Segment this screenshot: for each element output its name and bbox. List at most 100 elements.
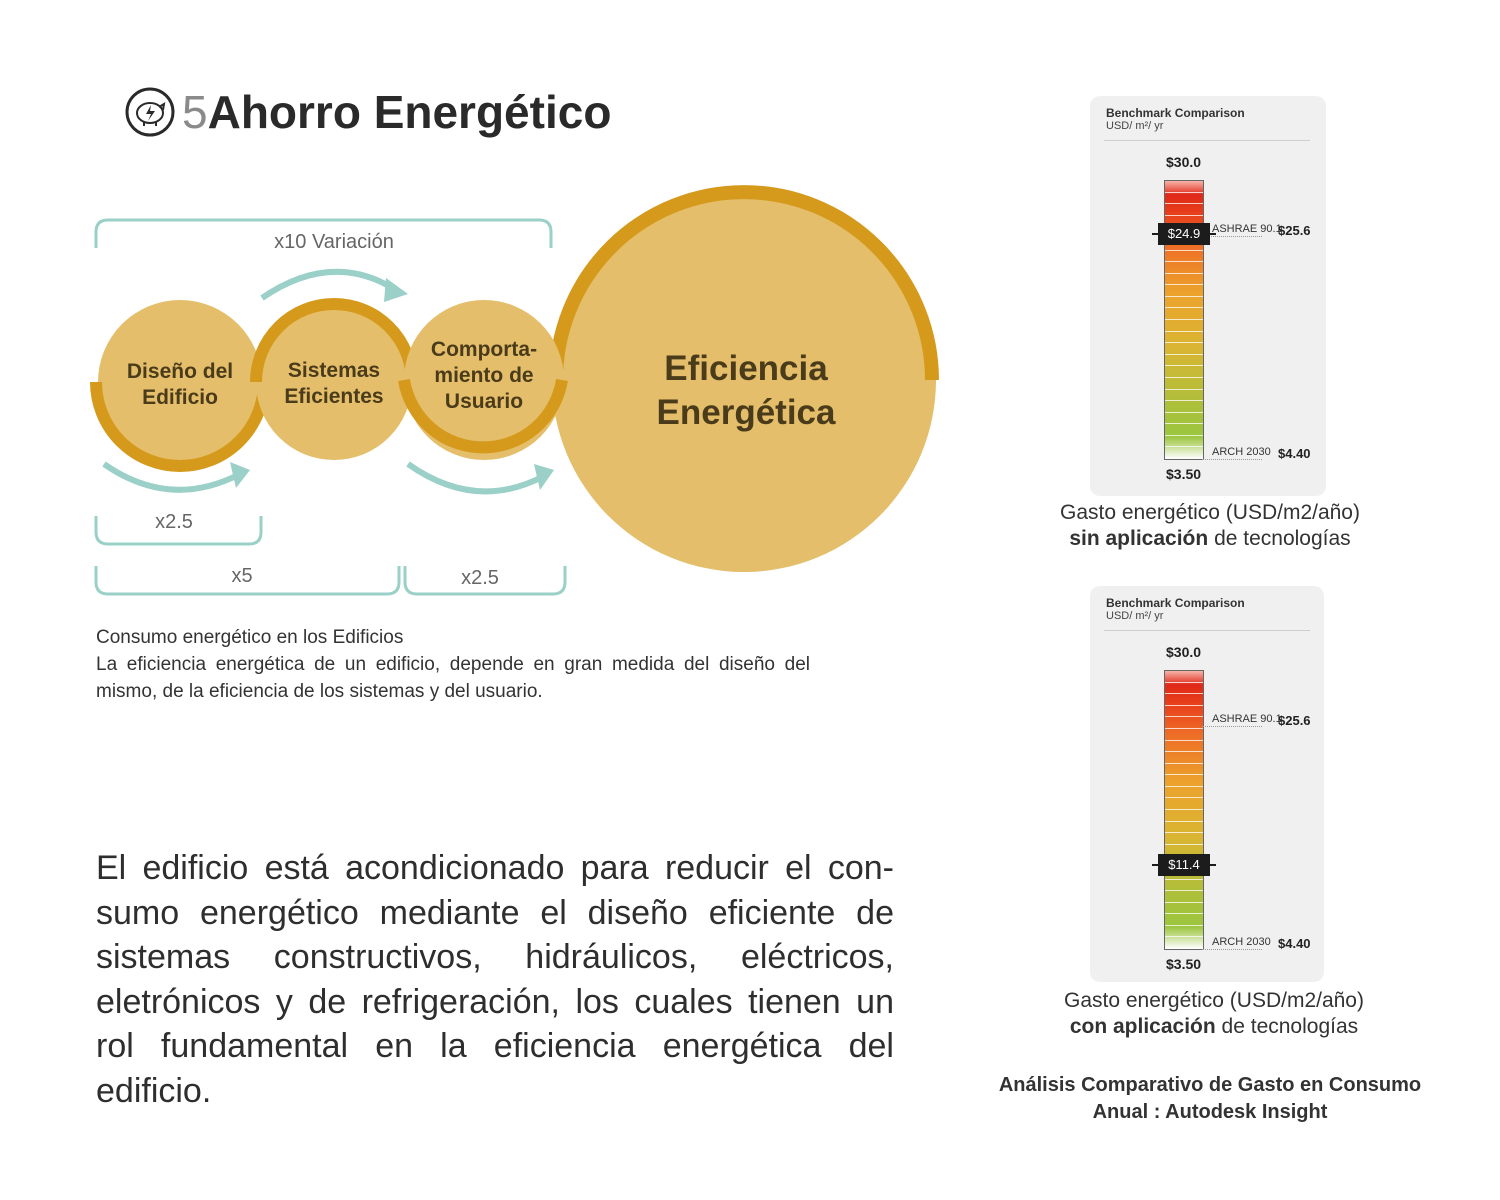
gauge-unit: USD/ m²/ yr <box>1106 120 1164 132</box>
circle-label-sistemas-1: Sistemas <box>288 359 380 382</box>
diagram-caption: Consumo energético en los Edificios La e… <box>96 624 810 705</box>
arrow-top <box>260 268 408 302</box>
gauge-segment-line <box>1165 295 1203 297</box>
gauge-segment-line <box>1165 716 1203 718</box>
gauge-caption-before-rest: de tecnologías <box>1214 527 1351 550</box>
bracket-top <box>94 218 553 248</box>
mult-last: x2.5 <box>461 567 499 589</box>
footer-caption: Análisis Comparativo de Gasto en Consumo… <box>960 1072 1460 1126</box>
gauge-segment-line <box>1165 423 1203 425</box>
gauge-segment-line <box>1165 890 1203 892</box>
mult-first: x2.5 <box>155 511 193 533</box>
ring-diseno <box>90 381 270 472</box>
circle-comportamiento <box>404 300 564 460</box>
arrow-bottom-right <box>406 461 554 495</box>
gauge-caption-after-line1: Gasto energético (USD/m2/año) <box>1064 989 1364 1012</box>
gauge-segment-line <box>1165 809 1203 810</box>
gauge-divider <box>1104 630 1310 631</box>
circle-label-eficiencia-1: Eficiencia <box>664 349 828 388</box>
piggy-bank-bolt-icon <box>124 86 176 138</box>
gauge-reference-line <box>1202 726 1262 728</box>
gauge-segment-line <box>1165 936 1203 938</box>
gauge-segment-line <box>1165 249 1203 251</box>
gauge-segment-line <box>1165 762 1203 764</box>
page-title: Ahorro Energético <box>207 86 612 138</box>
circle-eficiencia <box>552 188 936 572</box>
gauge-caption-after-rest: de tecnologías <box>1221 1015 1359 1038</box>
gauge-current-marker: $24.9 <box>1158 222 1210 245</box>
circle-diseno <box>98 300 262 464</box>
gauge-segment-line <box>1165 191 1203 193</box>
gauge-caption-after: Gasto energético (USD/m2/año) con aplica… <box>1034 988 1394 1040</box>
section-header: 5 Ahorro Energético <box>124 82 611 142</box>
gauge-segment-line <box>1165 272 1203 274</box>
section-number: 5 <box>182 86 208 138</box>
gauge-segment-line <box>1165 901 1203 903</box>
gauge-segment-line <box>1165 307 1203 309</box>
gauge-segment-line <box>1165 365 1203 367</box>
gauge-reference-line <box>1202 236 1262 238</box>
energy-diagram: x10 Variación Diseño del Edificio Sistem… <box>90 185 939 596</box>
bracket-middle <box>94 566 401 596</box>
gauge-segment-line <box>1165 446 1203 448</box>
circle-label-eficiencia-2: Energética <box>657 393 836 432</box>
gauge-segment-line <box>1165 693 1203 695</box>
gauge-unit: USD/ m²/ yr <box>1106 610 1164 622</box>
gauge-segment-line <box>1165 284 1203 286</box>
gauge-segment-line <box>1165 704 1203 706</box>
gauge-reference-value: $25.6 <box>1278 223 1311 239</box>
gauge-reference-name: ARCH 2030 <box>1212 935 1271 948</box>
gauge-reference-value: $25.6 <box>1278 713 1311 729</box>
circle-label-comportamiento-2: miento de <box>434 364 533 387</box>
description-paragraph: El edificio está acondicionado para redu… <box>96 849 894 1110</box>
gauge-caption-before-line1: Gasto energético (USD/m2/año) <box>1060 501 1360 524</box>
gauge-segment-line <box>1165 820 1203 822</box>
gauge-segment-line <box>1165 353 1203 355</box>
gauge-segment-line <box>1165 261 1203 263</box>
circle-label-comportamiento-1: Comporta- <box>431 338 537 361</box>
ring-eficiencia <box>549 185 939 381</box>
ring-comportamiento <box>398 379 568 454</box>
gauge-max-label: $30.0 <box>1166 154 1202 170</box>
gauge-segment-line <box>1165 913 1203 915</box>
gauge-segment-line <box>1165 203 1203 205</box>
gauge-segment-line <box>1165 388 1203 390</box>
gauge-segment-line <box>1165 878 1203 880</box>
gauge-title: Benchmark Comparison <box>1106 106 1245 120</box>
gauge-segment-line <box>1165 832 1203 834</box>
gauge-segment-line <box>1165 319 1203 320</box>
circle-label-sistemas-2: Eficientes <box>284 385 383 408</box>
gauge-segment-line <box>1165 376 1203 378</box>
gauge-reference-name: ARCH 2030 <box>1212 445 1271 458</box>
gauge-segment-line <box>1165 727 1203 729</box>
benchmark-card-before: Benchmark Comparison USD/ m²/ yr $30.0 $3.5… <box>1090 96 1326 496</box>
benchmark-card-after: Benchmark Comparison USD/ m²/ yr $30.0 $3.5… <box>1090 586 1324 982</box>
gauge-min-label: $3.50 <box>1166 466 1202 482</box>
gauge-title: Benchmark Comparison <box>1106 596 1245 610</box>
gauge-caption-before: Gasto energético (USD/m2/año) sin aplica… <box>1030 500 1390 552</box>
gauge-segment-line <box>1165 751 1203 753</box>
circle-label-comportamiento-3: Usuario <box>445 390 523 413</box>
gauge-segment-line <box>1165 924 1203 926</box>
circle-label-diseno-2: Edificio <box>142 386 218 409</box>
bracket-last <box>403 566 567 596</box>
gauge-segment-line <box>1165 342 1203 344</box>
gauge-reference-name: ASHRAE 90.1 <box>1212 223 1282 236</box>
mult-middle: x5 <box>231 565 252 587</box>
gauge-segment-line <box>1165 434 1203 436</box>
circle-label-diseno-1: Diseño del <box>127 360 233 383</box>
gauge-reference-value: $4.40 <box>1278 445 1311 461</box>
caption-body: La eficiencia energética de un edificio,… <box>96 654 810 702</box>
gauge-bar <box>1164 670 1204 950</box>
gauge-max-label: $30.0 <box>1166 644 1202 660</box>
mult-top: x10 Variación <box>274 231 394 253</box>
gauge-reference-name: ASHRAE 90.1 <box>1212 713 1282 726</box>
gauge-current-marker: $11.4 <box>1158 854 1210 877</box>
footer-caption-line1: Análisis Comparativo de Gasto en Consumo <box>998 1074 1422 1096</box>
gauge-segment-line <box>1165 739 1203 741</box>
gauge-min-label: $3.50 <box>1166 956 1202 972</box>
ring-sistemas <box>250 298 418 383</box>
gauge-caption-after-bold: con aplicación <box>1069 1015 1216 1038</box>
gauge-segment-line <box>1165 681 1203 683</box>
caption-title: Consumo energético en los Edificios <box>96 627 404 648</box>
